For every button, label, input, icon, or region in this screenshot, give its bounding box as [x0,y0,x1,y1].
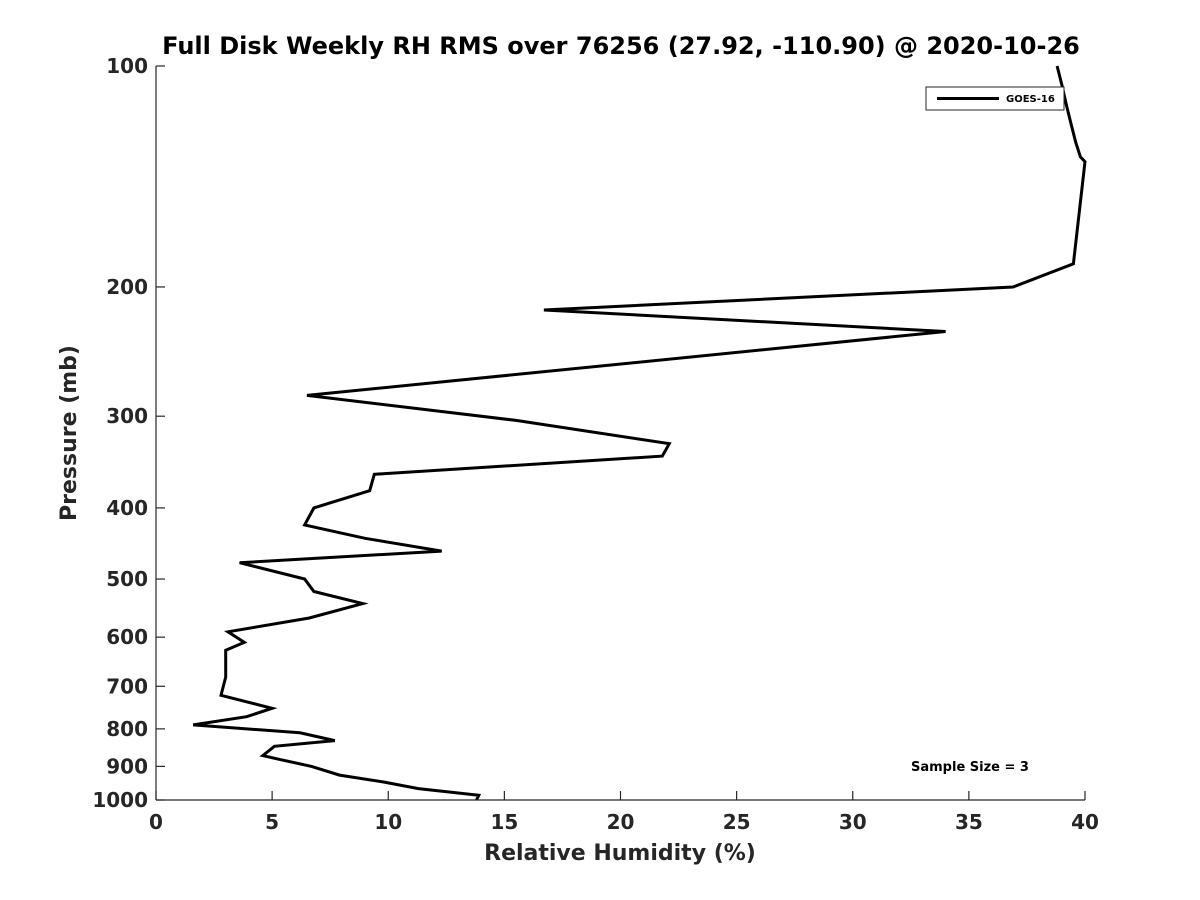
x-tick-label: 30 [839,810,867,834]
x-tick-label: 0 [149,810,163,834]
y-axis-label: Pressure (mb) [57,345,82,521]
y-tick-label: 300 [106,404,148,428]
plot-area [192,65,1087,801]
axes [155,66,1085,801]
y-tick-label: 700 [106,674,148,698]
y-tick-label: 1000 [92,788,148,812]
y-tick-label: 800 [106,717,148,741]
legend-entry-goes-16: GOES-16 [1006,94,1055,105]
sample-size-annotation: Sample Size = 3 [911,760,1029,775]
y-tick-label: 900 [106,754,148,778]
x-tick-label: 35 [955,810,983,834]
x-axis-label: Relative Humidity (%) [484,841,756,866]
y-tick-label: 100 [106,54,148,78]
x-tick-label: 40 [1071,810,1099,834]
series-line-goes-16 [192,65,1087,801]
x-tick-label: 20 [607,810,635,834]
x-tick-label: 5 [265,810,279,834]
y-tick-label: 600 [106,625,148,649]
y-tick-label: 500 [106,567,148,591]
x-tick-label: 10 [374,810,402,834]
x-ticks: 0 5 10 15 20 25 30 35 40 [149,791,1099,834]
chart-title: Full Disk Weekly RH RMS over 76256 (27.9… [162,32,1080,60]
y-ticks: 100 200 300 400 500 600 700 800 900 1000 [92,54,165,812]
y-tick-label: 400 [106,496,148,520]
y-tick-label: 200 [106,275,148,299]
legend: GOES-16 [925,86,1065,111]
x-tick-label: 25 [723,810,751,834]
x-tick-label: 15 [490,810,518,834]
